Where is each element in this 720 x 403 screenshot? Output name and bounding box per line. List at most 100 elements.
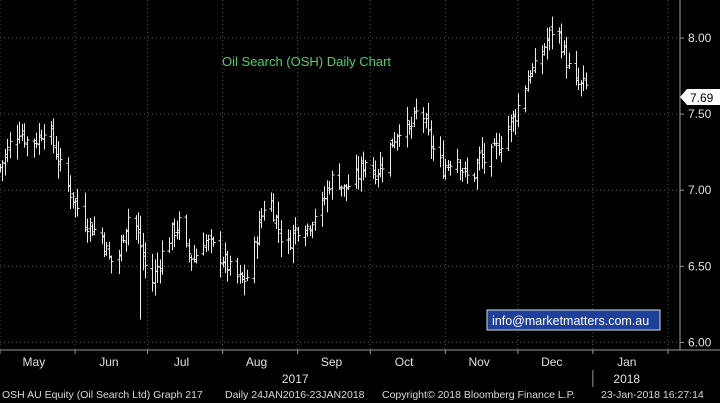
chart-title: Oil Search (OSH) Daily Chart	[222, 54, 391, 69]
ohlc-bar	[567, 52, 572, 69]
footer-bar: OSH AU Equity (Oil Search Ltd) Graph 217…	[0, 387, 720, 403]
ohlc-bar	[206, 234, 211, 251]
footer-timestamp: 23-Jan-2018 16:27:14	[601, 389, 704, 401]
ohlc-bar	[138, 215, 143, 320]
ohlc-bar	[373, 160, 378, 185]
watermark-text: info@marketmatters.com.au	[492, 314, 649, 328]
ohlc-bar	[327, 180, 332, 195]
month-label: Jan	[617, 355, 636, 369]
ohlc-bar	[218, 231, 223, 278]
ohlc-bar	[550, 16, 555, 50]
last-price-marker: 7.69	[680, 89, 720, 105]
ohlc-bar	[288, 230, 293, 251]
ohlc-bar	[22, 123, 27, 148]
ohlc-bar	[228, 255, 233, 276]
ohlc-bar	[5, 139, 10, 163]
ohlc-bar	[296, 226, 301, 242]
ohlc-bar	[104, 242, 109, 256]
ohlc-bar	[363, 159, 368, 178]
ohlc-bar	[330, 170, 335, 200]
ohlc-bar	[68, 175, 73, 209]
ohlc-bar	[438, 136, 443, 168]
month-label: Jul	[174, 355, 189, 369]
ohlc-bar	[271, 193, 276, 222]
ohlc-bar	[506, 116, 511, 152]
ohlc-bar	[494, 132, 499, 160]
y-axis-ticks: 8.00 7.50 7.00 6.50 6.00	[680, 31, 712, 349]
ohlc-bar	[88, 218, 93, 242]
ohlc-bar	[409, 116, 414, 139]
ohlc-bar	[472, 172, 477, 182]
ohlc-bar	[276, 201, 281, 243]
ohlc-bar	[143, 242, 148, 279]
month-label: Aug	[246, 355, 267, 369]
watermark-box: info@marketmatters.com.au	[486, 309, 661, 331]
y-tick-label: 7.50	[688, 107, 712, 121]
ohlc-bar	[0, 160, 5, 182]
ohlc-bar	[201, 232, 206, 256]
ohlc-bar	[542, 43, 547, 56]
year-label: 2017	[282, 372, 309, 386]
ohlc-bar	[455, 148, 460, 174]
ohlc-bar	[160, 240, 165, 275]
x-axis-ticks: May Jun Jul Aug Sep Oct Nov Dec Jan 2017 2018	[0, 350, 669, 387]
ohlc-bar	[126, 208, 131, 246]
ohlc-bar	[421, 107, 426, 133]
ohlc-bar	[584, 72, 589, 90]
ohlc-bar	[426, 102, 431, 136]
ohlc-bar	[443, 158, 448, 180]
ohlc-bar	[414, 98, 419, 120]
ohlc-bar	[405, 107, 410, 148]
y-tick-label: 6.00	[688, 335, 712, 349]
ohlc-bar	[482, 143, 487, 174]
ohlc-bar	[313, 208, 318, 231]
ohlc-bar	[477, 146, 482, 171]
ohlc-bar	[150, 253, 155, 292]
ohlc-bar	[533, 48, 538, 74]
ohlc-bar	[58, 147, 63, 172]
month-label: Jun	[99, 355, 118, 369]
y-tick-label: 6.50	[688, 259, 712, 273]
ohlc-bar	[523, 85, 528, 113]
ohlc-bar	[184, 214, 189, 248]
footer-copyright: Copyright© 2018 Bloomberg Finance L.P.	[382, 389, 576, 401]
month-label: May	[23, 355, 46, 369]
footer-range: Daily 24JAN2016-23JAN2018	[225, 389, 365, 401]
ohlc-bar	[431, 135, 436, 161]
ohlc-bar	[310, 221, 315, 239]
ohlc-bar	[252, 236, 257, 284]
ohlc-bar	[225, 250, 230, 282]
chart-grid	[0, 0, 680, 350]
ohlc-bar	[322, 186, 327, 206]
ohlc-bar	[499, 135, 504, 163]
month-label: Nov	[468, 355, 489, 369]
axes	[0, 0, 720, 351]
ohlc-bar	[339, 185, 344, 197]
ohlc-bar	[305, 223, 310, 237]
ohlc-bar	[187, 238, 192, 263]
ohlc-bar	[25, 136, 30, 157]
ohlc-bar	[211, 236, 216, 247]
ohlc-bar	[85, 218, 90, 243]
ohlc-bar	[39, 129, 44, 142]
ohlc-bar	[380, 156, 385, 183]
ohlc-bar	[465, 157, 470, 184]
year-label: 2018	[613, 372, 640, 386]
ohlc-bar	[559, 23, 564, 59]
ohlc-bar	[489, 144, 494, 177]
ohlc-bar	[516, 93, 521, 128]
price-bars	[0, 16, 589, 320]
ohlc-bar	[460, 167, 465, 182]
last-price-label: 7.69	[690, 91, 714, 105]
ohlc-bar	[279, 220, 284, 258]
ohlc-bar	[155, 252, 160, 283]
ohlc-bar	[92, 216, 97, 236]
ohlc-bar	[172, 218, 177, 248]
ohlc-bar	[293, 217, 298, 245]
ohlc-bar	[242, 264, 247, 296]
month-label: Oct	[395, 355, 414, 369]
ohlc-bar	[42, 124, 47, 150]
ohlc-bar	[530, 63, 535, 78]
ohlc-bar	[397, 124, 402, 147]
ohlc-bar	[356, 155, 361, 190]
